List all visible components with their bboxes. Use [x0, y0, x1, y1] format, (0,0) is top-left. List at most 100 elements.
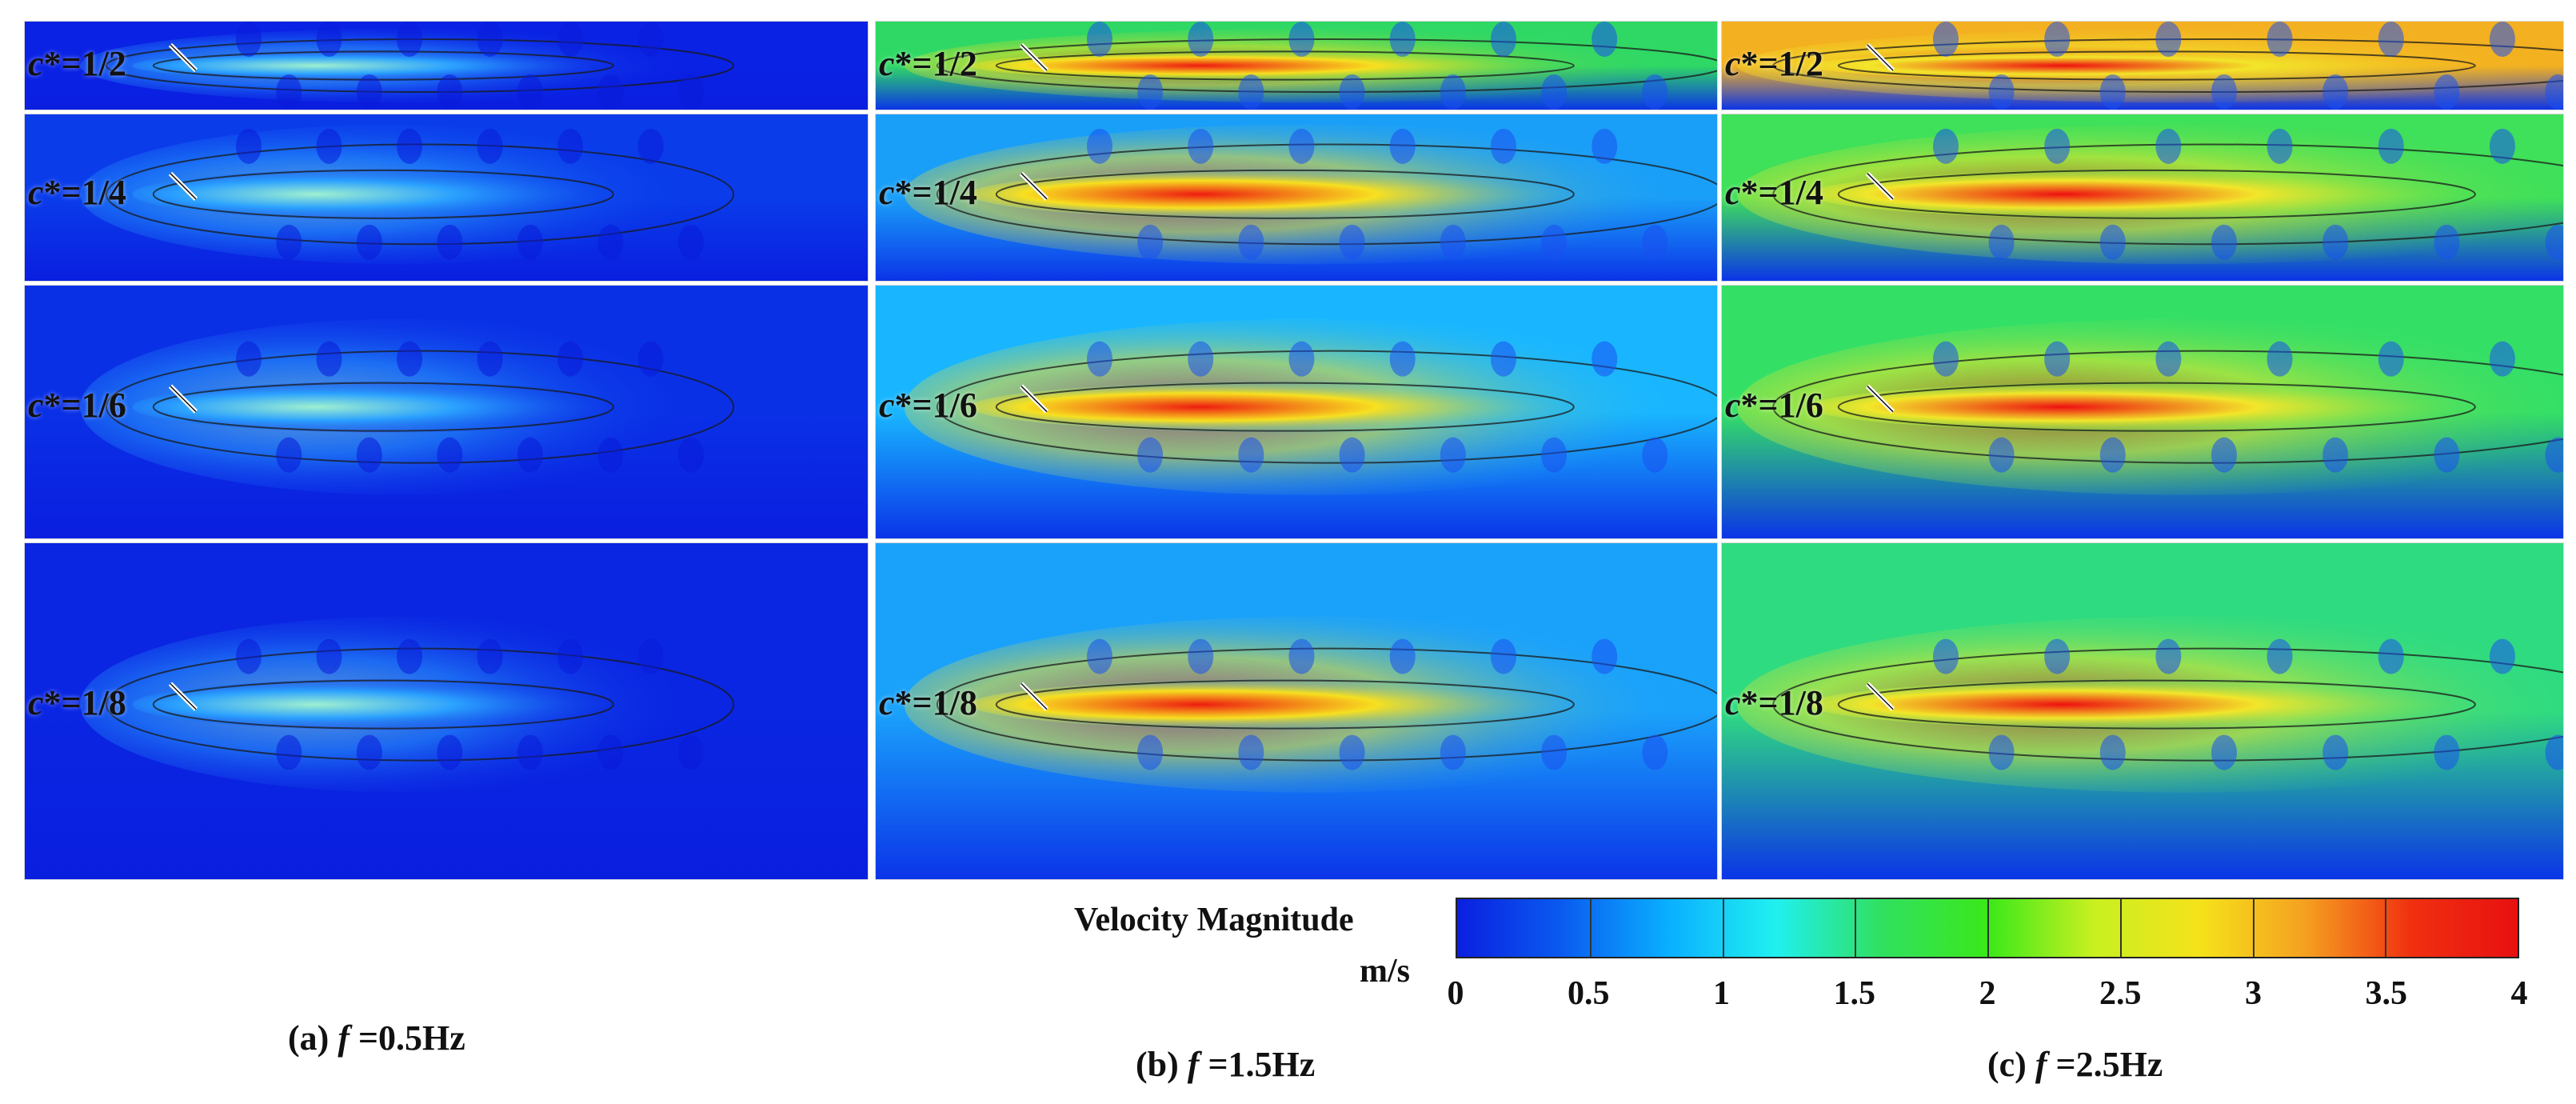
velocity-contour-field: [1722, 114, 2563, 281]
row-label-col1-row2: c*=1/4: [28, 172, 126, 213]
vortex-mark: [276, 734, 302, 770]
colorbar-division: [1987, 899, 1989, 957]
c-value: *=1/6: [1740, 385, 1823, 425]
vortex-mark: [2322, 437, 2349, 473]
vortex-mark: [2099, 224, 2126, 260]
panel-col3-row1: c*=1/2: [1721, 21, 2564, 110]
c-value: *=1/8: [43, 682, 126, 722]
foil-edge: [170, 386, 197, 413]
vortex-mark: [2434, 74, 2460, 110]
velocity-contour-field: [25, 543, 868, 879]
vortex-mark: [2044, 341, 2071, 377]
c-symbol: c: [879, 682, 895, 722]
vortex-mark: [1541, 734, 1568, 770]
foil-edge: [1020, 386, 1048, 413]
c-symbol: c: [1725, 682, 1741, 722]
c-value: *=1/4: [894, 172, 977, 212]
contour-line-inner: [152, 679, 614, 730]
row-label-col1-row4: c*=1/8: [28, 682, 126, 723]
jet-core: [132, 50, 656, 82]
vortex-mark: [1339, 224, 1365, 260]
vortex-mark: [2266, 341, 2293, 377]
colorbar-division: [1589, 899, 1592, 957]
vortex-mark: [1339, 74, 1365, 110]
row-label-col3-row2: c*=1/4: [1725, 172, 1823, 213]
vortex-mark: [597, 734, 624, 770]
vortex-mark: [1592, 638, 1618, 674]
vortex-mark: [1238, 734, 1264, 770]
velocity-contour-field: [1722, 22, 2563, 110]
vortex-mark: [1087, 22, 1112, 57]
vortex-mark: [1288, 341, 1315, 377]
caption-b: (b) f =1.5Hz: [1136, 1045, 1316, 1084]
foil-edge: [1020, 44, 1048, 71]
colorbar-ticks: 0 0.5 1 1.5 2 2.5 3 3.5 4: [1448, 974, 2528, 1022]
c-symbol: c: [28, 44, 44, 83]
vortex-mark: [276, 224, 302, 260]
row-label-col3-row1: c*=1/2: [1725, 43, 1823, 84]
vortex-mark: [2378, 341, 2404, 377]
colorbar-tick-label: 2.5: [2099, 975, 2142, 1012]
vortex-mark: [517, 437, 543, 473]
vortex-mark: [2155, 22, 2182, 57]
foil-edge: [1867, 173, 1894, 200]
vortex-mark: [2044, 638, 2071, 674]
vortex-mark: [1988, 224, 2015, 260]
c-symbol: c: [879, 172, 895, 212]
vortex-mark: [517, 224, 543, 260]
velocity-colorbar: [1456, 898, 2519, 958]
c-value: *=1/2: [894, 44, 977, 83]
vortex-mark: [437, 734, 463, 770]
vortex-mark: [1389, 22, 1416, 57]
foil-edge: [170, 173, 197, 200]
vortex-mark: [1288, 22, 1315, 57]
c-value: *=1/2: [43, 44, 126, 83]
vortex-mark: [1440, 224, 1466, 260]
colorbar-division: [2252, 899, 2254, 957]
vortex-mark: [316, 638, 342, 674]
vortex-mark: [236, 341, 262, 377]
row-label-col3-row3: c*=1/6: [1725, 385, 1823, 426]
vortex-mark: [1087, 128, 1112, 164]
vortex-mark: [397, 22, 423, 57]
row-label-col1-row1: c*=1/2: [28, 43, 126, 84]
vortex-mark: [1541, 74, 1568, 110]
jet-core: [132, 168, 656, 220]
caption-a: (a) f =0.5Hz: [288, 1018, 465, 1058]
panel-col3-row3: c*=1/6: [1721, 285, 2564, 539]
row-label-col2-row1: c*=1/2: [879, 43, 977, 84]
velocity-contour-field: [1722, 543, 2563, 879]
colorbar-tick-label: 3: [2245, 975, 2262, 1012]
vortex-mark: [477, 128, 503, 164]
contour-line-inner: [1837, 169, 2476, 219]
vortex-mark: [2155, 638, 2182, 674]
jet-core: [1809, 50, 2534, 82]
vortex-mark: [557, 638, 584, 674]
c-symbol: c: [1725, 44, 1741, 83]
vortex-mark: [1642, 734, 1668, 770]
vortex-mark: [1137, 437, 1164, 473]
vortex-mark: [2322, 74, 2349, 110]
legend-title: Velocity Magnitude: [1074, 902, 1354, 938]
contour-line-outer: [1772, 38, 2563, 93]
vortex-mark: [637, 638, 664, 674]
vortex-mark: [356, 437, 382, 473]
caption-c: (c) f =2.5Hz: [1987, 1045, 2163, 1084]
vortex-mark: [397, 638, 423, 674]
vortex-mark: [1188, 128, 1214, 164]
vortex-mark: [557, 128, 584, 164]
vortex-mark: [2489, 638, 2515, 674]
panel-col2-row1: c*=1/2: [875, 21, 1718, 110]
vortex-mark: [557, 22, 584, 57]
vortex-mark: [2211, 437, 2237, 473]
vortex-mark: [517, 74, 543, 110]
vortex-mark: [2378, 128, 2404, 164]
vortex-mark: [276, 74, 302, 110]
vortex-mark: [1642, 437, 1668, 473]
c-value: *=1/2: [1740, 44, 1823, 83]
vortex-mark: [1642, 224, 1668, 260]
panel-col2-row4: c*=1/8: [875, 542, 1718, 880]
vortex-mark: [2211, 734, 2237, 770]
legend-units: m/s: [1360, 953, 1410, 990]
vortex-mark: [477, 22, 503, 57]
